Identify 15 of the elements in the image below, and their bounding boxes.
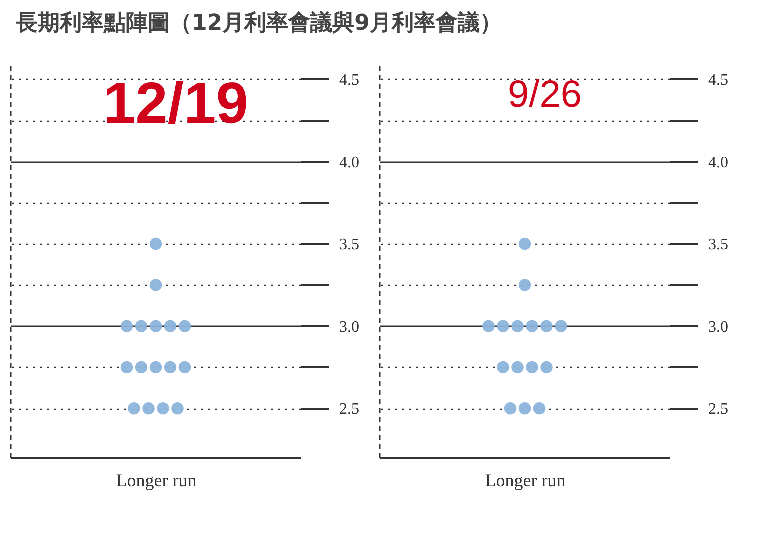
x-tick-label: Longer run [485,470,566,490]
y-tick-label: 4.5 [708,72,728,89]
annotation: 9/26 [508,74,582,116]
y-tick-label: 3.0 [708,318,728,336]
chart-title: 長期利率點陣圖（12月利率會議與9月利率會議） [15,10,503,38]
y-tick-label: 4.5 [340,72,360,89]
x-tick-label: Longer run [116,470,197,490]
annotation: 12/19 [103,71,249,136]
y-tick-label: 2.5 [708,401,728,418]
y-tick-label: 4.0 [340,154,360,172]
y-tick-label: 3.5 [708,236,728,254]
y-tick-label: 4.0 [708,154,728,172]
y-tick-label: 3.0 [340,318,360,336]
y-tick-label: 2.5 [340,401,360,418]
y-tick-label: 3.5 [340,236,360,254]
